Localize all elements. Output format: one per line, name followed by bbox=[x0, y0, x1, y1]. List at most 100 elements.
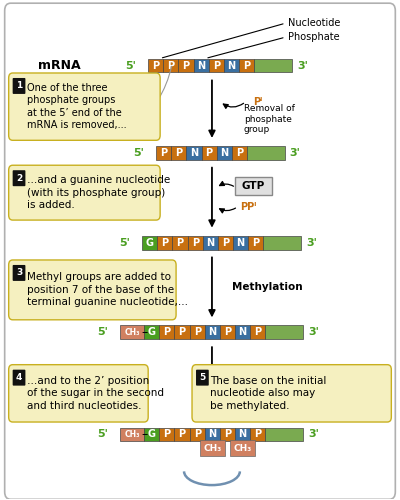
FancyBboxPatch shape bbox=[230, 440, 255, 456]
Text: P: P bbox=[213, 60, 220, 70]
FancyBboxPatch shape bbox=[202, 146, 217, 160]
Text: 3': 3' bbox=[308, 328, 319, 338]
FancyBboxPatch shape bbox=[171, 146, 186, 160]
FancyBboxPatch shape bbox=[254, 58, 292, 72]
FancyBboxPatch shape bbox=[186, 146, 202, 160]
FancyBboxPatch shape bbox=[148, 58, 163, 72]
Text: G: G bbox=[146, 238, 154, 248]
FancyBboxPatch shape bbox=[205, 428, 220, 442]
Text: –: – bbox=[141, 326, 147, 339]
Text: 5': 5' bbox=[98, 328, 108, 338]
Text: Phosphate: Phosphate bbox=[288, 32, 339, 42]
Text: P: P bbox=[243, 60, 250, 70]
Text: Methylation: Methylation bbox=[232, 282, 302, 292]
Text: N: N bbox=[238, 430, 247, 440]
Text: P: P bbox=[152, 60, 159, 70]
Text: 4: 4 bbox=[16, 373, 22, 382]
Text: CH₃: CH₃ bbox=[124, 430, 140, 439]
Text: P: P bbox=[252, 238, 259, 248]
Text: N: N bbox=[236, 238, 245, 248]
Text: Methylation: Methylation bbox=[232, 374, 302, 384]
FancyBboxPatch shape bbox=[248, 236, 263, 250]
Text: N: N bbox=[197, 60, 205, 70]
FancyBboxPatch shape bbox=[235, 428, 250, 442]
FancyBboxPatch shape bbox=[220, 428, 235, 442]
Text: …and a guanine nucleotide
(with its phosphate group)
is added.: …and a guanine nucleotide (with its phos… bbox=[27, 176, 170, 210]
Text: –: – bbox=[141, 428, 147, 441]
Text: 5: 5 bbox=[199, 373, 206, 382]
Text: P: P bbox=[206, 148, 213, 158]
Text: Nucleotide: Nucleotide bbox=[288, 18, 340, 28]
Text: P: P bbox=[178, 328, 186, 338]
FancyBboxPatch shape bbox=[200, 440, 225, 456]
FancyBboxPatch shape bbox=[209, 58, 224, 72]
Text: P: P bbox=[192, 238, 199, 248]
Text: GTP: GTP bbox=[242, 181, 265, 191]
FancyBboxPatch shape bbox=[232, 146, 247, 160]
Text: N: N bbox=[190, 148, 198, 158]
Text: 1: 1 bbox=[16, 82, 22, 90]
Text: P: P bbox=[163, 328, 170, 338]
FancyBboxPatch shape bbox=[265, 326, 303, 340]
Text: 3': 3' bbox=[290, 148, 300, 158]
FancyBboxPatch shape bbox=[142, 236, 157, 250]
Text: N: N bbox=[220, 148, 228, 158]
FancyBboxPatch shape bbox=[13, 78, 26, 94]
Text: P: P bbox=[160, 148, 167, 158]
FancyBboxPatch shape bbox=[233, 236, 248, 250]
Text: P: P bbox=[222, 238, 229, 248]
Text: 3': 3' bbox=[308, 430, 319, 440]
FancyBboxPatch shape bbox=[239, 58, 254, 72]
FancyBboxPatch shape bbox=[174, 428, 190, 442]
Text: P: P bbox=[182, 60, 190, 70]
FancyBboxPatch shape bbox=[190, 428, 205, 442]
Text: G: G bbox=[148, 430, 156, 440]
Text: 5': 5' bbox=[119, 238, 130, 248]
FancyBboxPatch shape bbox=[13, 265, 26, 281]
Text: P: P bbox=[254, 430, 261, 440]
Text: P: P bbox=[224, 430, 231, 440]
FancyBboxPatch shape bbox=[9, 260, 176, 320]
Text: P: P bbox=[167, 60, 174, 70]
Text: N: N bbox=[208, 328, 216, 338]
FancyBboxPatch shape bbox=[220, 326, 235, 340]
FancyBboxPatch shape bbox=[163, 58, 178, 72]
FancyBboxPatch shape bbox=[13, 170, 26, 186]
FancyBboxPatch shape bbox=[217, 146, 232, 160]
FancyBboxPatch shape bbox=[188, 236, 203, 250]
Text: One of the three
phosphate groups
at the 5’ end of the
mRNA is removed,...: One of the three phosphate groups at the… bbox=[27, 83, 126, 130]
FancyBboxPatch shape bbox=[235, 177, 272, 195]
FancyBboxPatch shape bbox=[224, 58, 239, 72]
Text: P: P bbox=[194, 328, 201, 338]
FancyBboxPatch shape bbox=[178, 58, 194, 72]
Text: P: P bbox=[163, 430, 170, 440]
Text: P: P bbox=[224, 328, 231, 338]
FancyBboxPatch shape bbox=[250, 326, 265, 340]
FancyBboxPatch shape bbox=[205, 326, 220, 340]
FancyBboxPatch shape bbox=[247, 146, 285, 160]
Text: P: P bbox=[178, 430, 186, 440]
FancyBboxPatch shape bbox=[9, 73, 160, 140]
FancyBboxPatch shape bbox=[13, 370, 26, 386]
FancyBboxPatch shape bbox=[120, 428, 144, 442]
FancyBboxPatch shape bbox=[174, 326, 190, 340]
Text: 3': 3' bbox=[306, 238, 317, 248]
FancyBboxPatch shape bbox=[5, 3, 395, 500]
Text: N: N bbox=[206, 238, 214, 248]
Text: CH₃: CH₃ bbox=[203, 444, 222, 453]
Text: PPᴵ: PPᴵ bbox=[240, 202, 256, 211]
FancyBboxPatch shape bbox=[9, 165, 160, 220]
Text: 5': 5' bbox=[125, 60, 136, 70]
Text: The base on the initial
nucleotide also may
be methylated.: The base on the initial nucleotide also … bbox=[210, 376, 326, 411]
FancyBboxPatch shape bbox=[235, 326, 250, 340]
FancyBboxPatch shape bbox=[120, 326, 144, 340]
Text: 5': 5' bbox=[98, 430, 108, 440]
FancyBboxPatch shape bbox=[196, 370, 209, 386]
Text: 5': 5' bbox=[133, 148, 144, 158]
FancyBboxPatch shape bbox=[203, 236, 218, 250]
Text: Methyl groups are added to
position 7 of the base of the
terminal guanine nucleo: Methyl groups are added to position 7 of… bbox=[27, 272, 188, 308]
FancyBboxPatch shape bbox=[218, 236, 233, 250]
Text: mRNA: mRNA bbox=[38, 59, 80, 72]
Text: P: P bbox=[176, 238, 184, 248]
FancyBboxPatch shape bbox=[157, 236, 172, 250]
